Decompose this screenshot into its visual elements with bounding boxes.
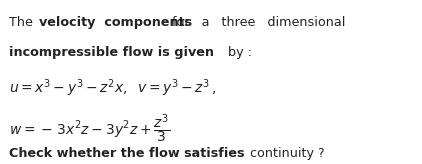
Text: velocity  components: velocity components <box>39 16 192 29</box>
Text: continuity ?: continuity ? <box>246 147 325 160</box>
Text: by :: by : <box>224 46 252 59</box>
Text: $u = x^3 - y^3 - z^2x, \;\; v = y^3 - z^3\,,$: $u = x^3 - y^3 - z^2x, \;\; v = y^3 - z^… <box>9 77 216 99</box>
Text: incompressible flow is given: incompressible flow is given <box>9 46 214 59</box>
Text: The: The <box>9 16 33 29</box>
Text: $w = -\,3x^2z - 3y^2z + \dfrac{z^3}{3}$: $w = -\,3x^2z - 3y^2z + \dfrac{z^3}{3}$ <box>9 112 170 145</box>
Text: for   a   three   dimensional: for a three dimensional <box>173 16 346 29</box>
Text: Check whether the flow satisfies: Check whether the flow satisfies <box>9 147 244 160</box>
